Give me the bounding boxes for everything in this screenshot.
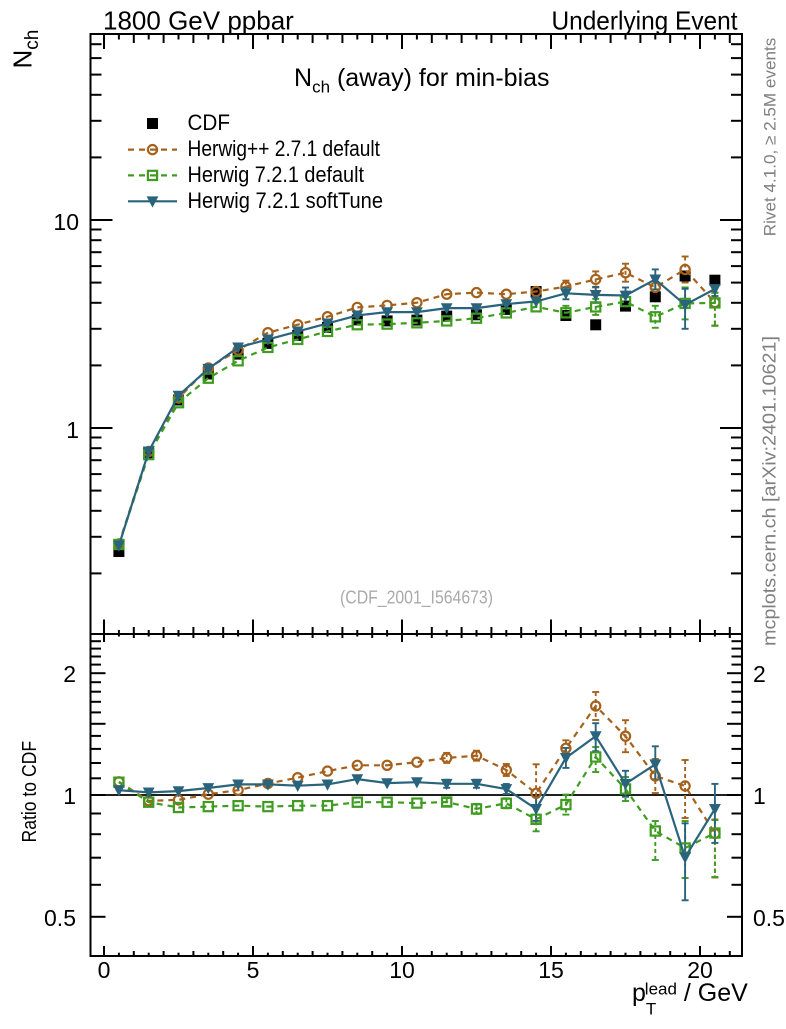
- svg-text:mcplots.cern.ch [arXiv:2401.10: mcplots.cern.ch [arXiv:2401.10621]: [759, 336, 780, 646]
- svg-text:0: 0: [98, 957, 111, 983]
- svg-text:CDF: CDF: [188, 110, 231, 135]
- svg-text:10: 10: [389, 957, 415, 983]
- svg-text:2: 2: [63, 661, 76, 687]
- svg-text:0.5: 0.5: [44, 905, 76, 931]
- svg-text:1: 1: [63, 783, 76, 809]
- svg-text:Herwig 7.2.1 softTune: Herwig 7.2.1 softTune: [188, 188, 384, 213]
- svg-text:1800 GeV ppbar: 1800 GeV ppbar: [103, 6, 294, 36]
- svg-text:(CDF_2001_I564673): (CDF_2001_I564673): [340, 588, 493, 609]
- svg-text:10: 10: [53, 209, 79, 235]
- svg-text:Herwig 7.2.1 default: Herwig 7.2.1 default: [188, 162, 365, 187]
- svg-text:1: 1: [753, 783, 766, 809]
- svg-text:Underlying Event: Underlying Event: [552, 6, 739, 36]
- svg-text:20: 20: [687, 957, 713, 983]
- svg-text:5: 5: [247, 957, 260, 983]
- svg-text:2: 2: [753, 661, 766, 687]
- svg-text:Rivet 4.1.0, ≥ 2.5M events: Rivet 4.1.0, ≥ 2.5M events: [761, 38, 780, 237]
- svg-text:1: 1: [66, 417, 79, 443]
- svg-text:Herwig++ 2.7.1 default: Herwig++ 2.7.1 default: [188, 136, 381, 161]
- svg-text:Nch (away) for min-bias: Nch (away) for min-bias: [294, 64, 550, 97]
- svg-text:Ratio to CDF: Ratio to CDF: [19, 741, 41, 843]
- svg-text:0.5: 0.5: [753, 905, 785, 931]
- svg-text:15: 15: [538, 957, 564, 983]
